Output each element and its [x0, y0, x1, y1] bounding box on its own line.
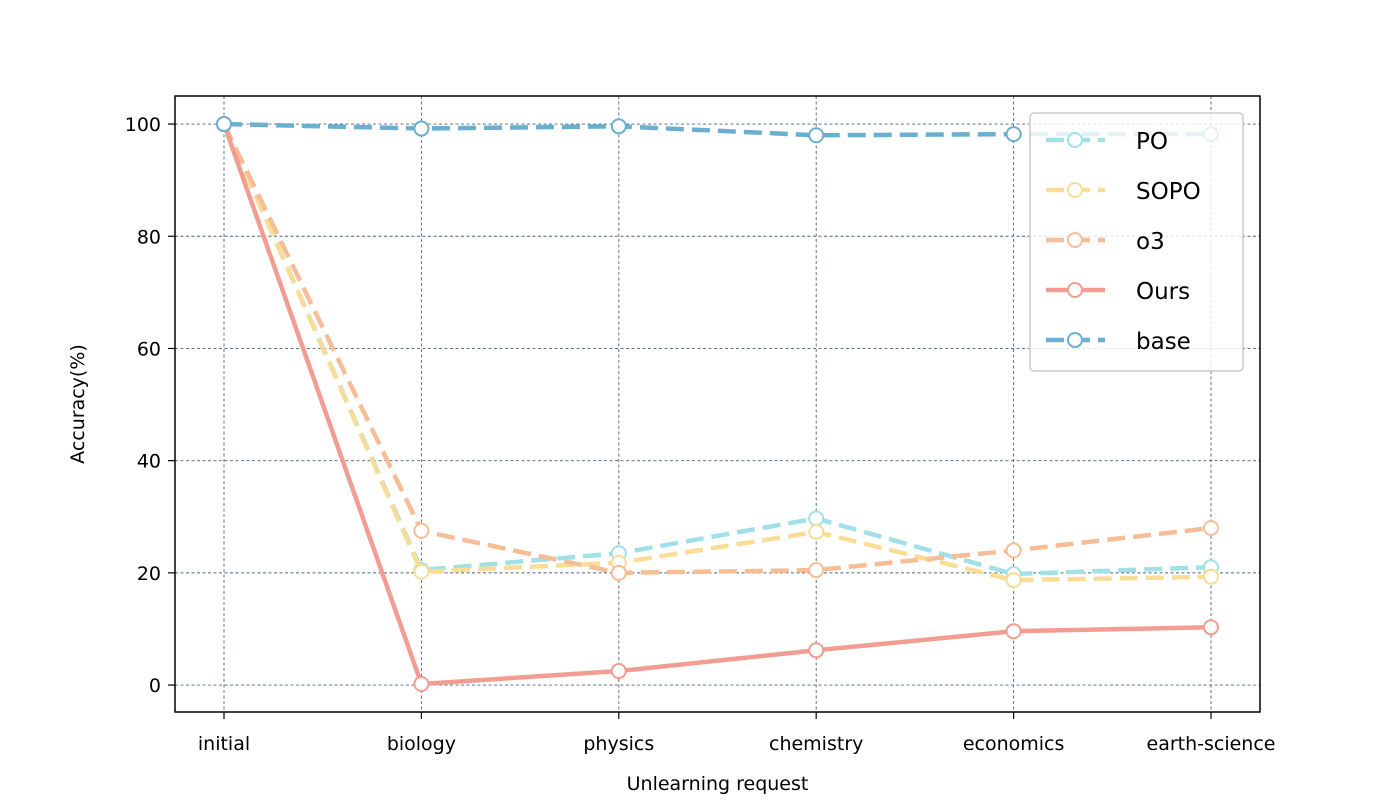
legend-label-o3: o3 [1136, 229, 1165, 255]
series-line-o3 [221, 123, 1212, 576]
y-tick-label: 20 [137, 563, 161, 585]
ticks-layer: initial biology physics chemistry economics e… [125, 114, 1276, 755]
x-tick-label: biology [387, 733, 456, 755]
series-line-ours [221, 123, 1212, 687]
y-tick-label: 100 [125, 114, 161, 136]
legend-marker-base [1067, 332, 1083, 348]
legend-marker-ours [1067, 282, 1083, 298]
data-point-ours [1005, 623, 1022, 640]
data-point-o3 [1203, 519, 1219, 536]
data-point-po [808, 510, 825, 527]
x-tick-label: earth-science [1147, 733, 1276, 755]
y-tick-label: 80 [137, 226, 161, 248]
data-point-base [216, 116, 232, 133]
legend-marker-po [1067, 132, 1083, 148]
data-point-ours [610, 663, 627, 680]
legend-marker-sopo [1067, 182, 1083, 198]
legend-label-sopo: SOPO [1136, 179, 1201, 205]
legend-label-base: base [1136, 329, 1191, 355]
x-tick-label: physics [583, 733, 654, 755]
data-point-ours [413, 675, 430, 692]
data-point-base [1005, 126, 1022, 143]
x-tick-label: economics [963, 733, 1065, 755]
legend-label-po: PO [1136, 129, 1168, 155]
y-tick-label: 40 [137, 451, 161, 473]
data-point-ours [1203, 619, 1219, 636]
y-tick-label: 0 [149, 675, 161, 697]
series-line-sopo [221, 123, 1212, 583]
legend: PO SOPO o3 Ours base [1029, 112, 1244, 372]
x-tick-label: chemistry [769, 733, 863, 755]
data-point-o3 [610, 564, 627, 581]
data-point-base [610, 118, 627, 135]
data-point-o3 [413, 522, 430, 539]
data-point-base [413, 120, 430, 137]
data-point-sopo [808, 523, 825, 540]
legend-marker-o3 [1067, 232, 1083, 248]
x-axis-label: Unlearning request [627, 773, 809, 795]
legend-label-ours: Ours [1136, 279, 1190, 305]
data-point-ours [808, 642, 825, 659]
data-point-sopo [413, 563, 430, 580]
legend-box [1029, 112, 1244, 372]
data-point-base [808, 127, 825, 144]
data-point-sopo [1005, 572, 1022, 589]
y-tick-label: 60 [137, 338, 161, 360]
plot-frame [174, 95, 1261, 713]
data-point-o3 [808, 562, 825, 579]
series-layer [216, 116, 1219, 692]
y-axis-label: Accuracy(%) [67, 344, 89, 464]
x-tick-label: initial [198, 733, 250, 755]
data-point-sopo [1203, 568, 1219, 585]
data-point-o3 [1005, 542, 1022, 559]
